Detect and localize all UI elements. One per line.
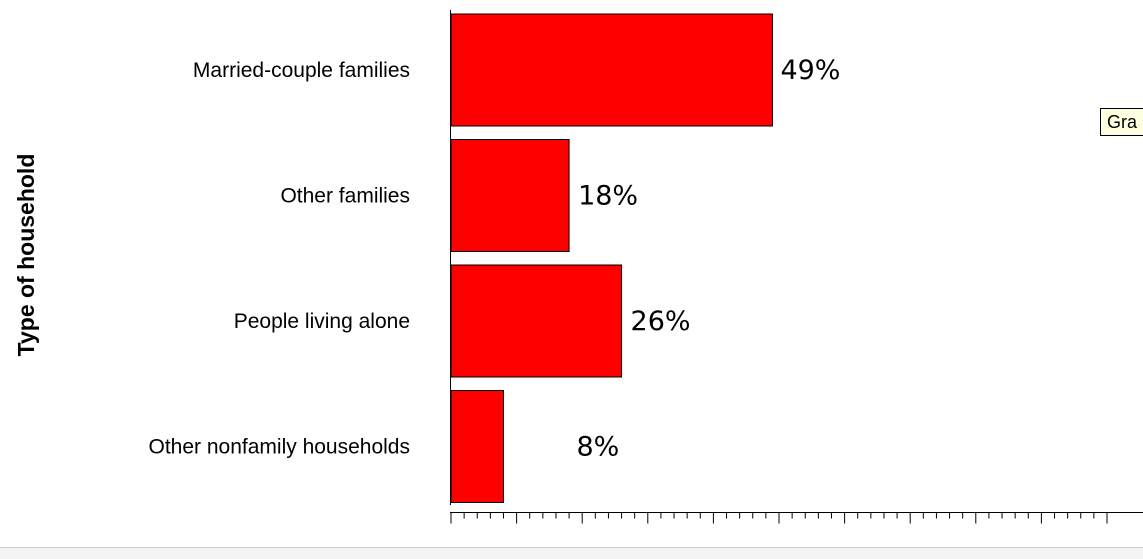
labels-group: Married-couple families 49% Other families… — [149, 55, 841, 463]
data-label: 49% — [780, 55, 840, 86]
category-label: People living alone — [234, 310, 410, 333]
y-axis-label: Type of household — [13, 154, 39, 357]
bottom-scrollbar[interactable] — [0, 547, 1143, 559]
tooltip: Gra — [1100, 108, 1143, 136]
category-label: Other families — [280, 185, 410, 208]
data-label: 26% — [631, 306, 691, 337]
bar-4[interactable] — [450, 390, 504, 503]
bars-group — [450, 13, 773, 503]
bar-3[interactable] — [450, 264, 623, 378]
bar-2[interactable] — [450, 139, 570, 252]
category-label: Other nonfamily households — [149, 436, 411, 459]
data-label: 18% — [578, 181, 638, 212]
data-label: 8% — [576, 432, 619, 463]
bar-1[interactable] — [450, 13, 773, 127]
category-label: Married-couple families — [193, 59, 410, 82]
